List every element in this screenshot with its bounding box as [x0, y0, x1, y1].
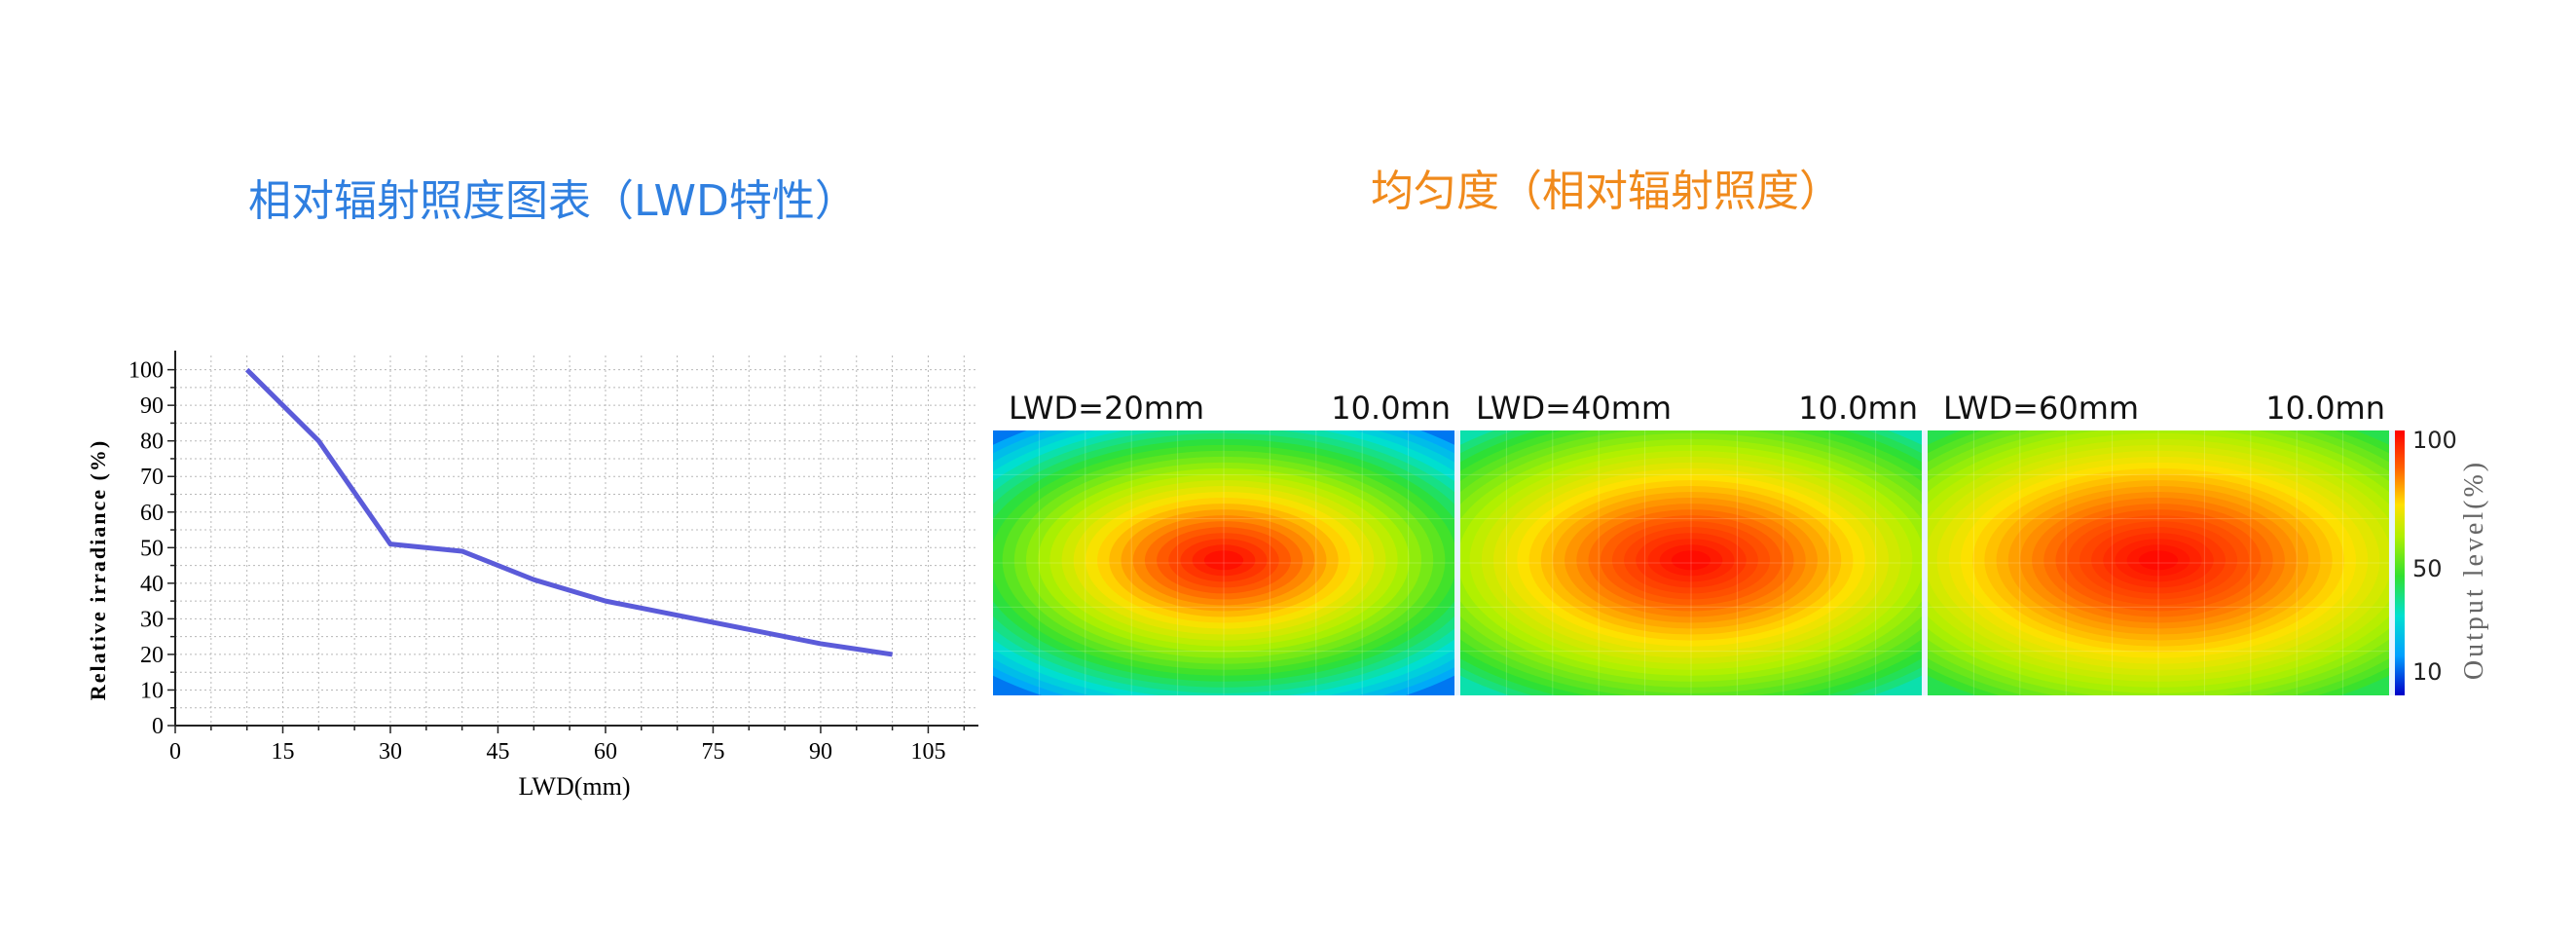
panel-scale-label: 10.0mn	[1331, 390, 1451, 427]
x-tick-label: 90	[809, 739, 832, 765]
x-tick-label: 15	[271, 739, 294, 765]
panel-label: LWD=40mm	[1476, 390, 1672, 427]
y-tick-label: 0	[152, 714, 164, 739]
y-tick-label: 20	[140, 643, 164, 668]
x-tick-label: 60	[594, 739, 617, 765]
colorbar-tick-label: 10	[2412, 658, 2443, 686]
y-tick-label: 100	[129, 358, 164, 384]
x-tick-label: 30	[379, 739, 402, 765]
heatmap-panel: LWD=20mm 10.0mn	[993, 390, 1460, 695]
tick-labels: 0 15 30 45 60 75 90 105 0 10 20 30 40 50 60 70 80 90 100	[129, 358, 945, 765]
y-tick-label: 50	[140, 536, 164, 561]
heatmap-contour	[2138, 550, 2179, 571]
y-tick-label: 90	[140, 393, 164, 419]
x-tick-label: 105	[910, 739, 945, 765]
x-axis-label: LWD(mm)	[518, 772, 630, 801]
y-tick-label: 70	[140, 465, 164, 490]
x-tick-label: 75	[701, 739, 724, 765]
grid	[175, 355, 978, 726]
y-tick-label: 10	[140, 678, 164, 703]
heatmap-panel: LWD=60mm 10.0mn	[1928, 390, 2395, 695]
colorbar-label: Output level(%)	[2459, 460, 2489, 680]
panel-label: LWD=20mm	[1009, 390, 1204, 427]
panel-scale-label: 10.0mn	[1798, 390, 1918, 427]
heatmap-panel: LWD=40mm 10.0mn	[1460, 390, 1928, 695]
x-tick-label: 45	[486, 739, 509, 765]
series-line	[244, 367, 893, 657]
colorbar-tick-label: 50	[2412, 555, 2443, 582]
colorbar-tick-label: 100	[2412, 427, 2457, 454]
heatmap-contour	[1203, 550, 1244, 571]
y-tick-label: 30	[140, 607, 164, 632]
x-tick-label: 0	[169, 739, 181, 765]
panel-scale-label: 10.0mn	[2265, 390, 2385, 427]
uniformity-title: 均匀度（相对辐射照度）	[1371, 167, 1842, 216]
y-tick-label: 60	[140, 501, 164, 526]
axes	[167, 351, 978, 733]
line-chart: 0 15 30 45 60 75 90 105 0 10 20 30 40 50 60 70 80 90 100 L…	[86, 351, 978, 801]
heatmap-figure: LWD=20mm 10.0mn LWD=40mm 10.0mn LWD=60mm 10.0…	[993, 390, 2489, 695]
panel-label: LWD=60mm	[1943, 390, 2139, 427]
colorbar	[2395, 430, 2405, 695]
series	[244, 367, 893, 657]
y-tick-label: 80	[140, 430, 164, 455]
line-chart-title: 相对辐射照度图表（LWD特性）	[248, 176, 858, 226]
heatmap-contour	[1671, 550, 1711, 571]
y-axis-label: Relative irradiance (%)	[86, 439, 110, 700]
y-tick-label: 40	[140, 572, 164, 597]
